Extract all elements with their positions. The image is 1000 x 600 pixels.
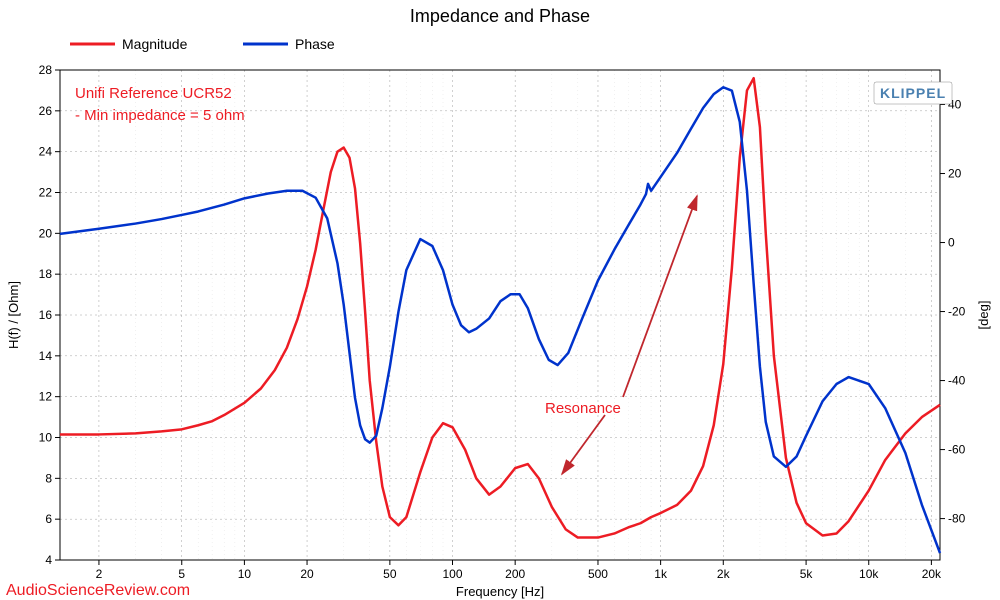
- legend-label-magnitude: Magnitude: [122, 36, 188, 52]
- y-right-axis-label: [deg]: [976, 301, 991, 330]
- brand-text: KLIPPEL: [880, 85, 946, 101]
- svg-text:28: 28: [39, 63, 53, 77]
- svg-text:10: 10: [39, 431, 53, 445]
- svg-text:1k: 1k: [654, 567, 668, 581]
- annotation-1: - Min impedance = 5 ohm: [75, 107, 245, 124]
- svg-text:14: 14: [39, 349, 53, 363]
- svg-text:200: 200: [505, 567, 525, 581]
- svg-text:5k: 5k: [800, 567, 814, 581]
- svg-text:2k: 2k: [717, 567, 731, 581]
- svg-text:4: 4: [45, 553, 52, 567]
- svg-text:22: 22: [39, 186, 53, 200]
- svg-text:50: 50: [383, 567, 397, 581]
- chart-title: Impedance and Phase: [410, 6, 590, 26]
- svg-text:20: 20: [300, 567, 314, 581]
- svg-text:2: 2: [96, 567, 103, 581]
- annotation-0: Unifi Reference UCR52: [75, 85, 232, 102]
- svg-text:20: 20: [948, 167, 962, 181]
- x-axis-label: Frequency [Hz]: [456, 584, 544, 599]
- chart-container: 251020501002005001k2k5k10k20k46810121416…: [0, 0, 1000, 600]
- svg-text:-20: -20: [948, 305, 966, 319]
- svg-text:0: 0: [948, 236, 955, 250]
- svg-text:20k: 20k: [922, 567, 942, 581]
- svg-text:-60: -60: [948, 443, 966, 457]
- svg-text:20: 20: [39, 226, 53, 240]
- svg-text:5: 5: [178, 567, 185, 581]
- svg-text:6: 6: [45, 512, 52, 526]
- svg-text:100: 100: [442, 567, 462, 581]
- y-left-axis-label: H(f) / [Ohm]: [6, 281, 21, 349]
- svg-text:10k: 10k: [859, 567, 879, 581]
- impedance-phase-chart: 251020501002005001k2k5k10k20k46810121416…: [0, 0, 1000, 600]
- svg-text:-40: -40: [948, 374, 966, 388]
- svg-text:-80: -80: [948, 512, 966, 526]
- svg-text:16: 16: [39, 308, 53, 322]
- legend-label-phase: Phase: [295, 36, 335, 52]
- svg-text:10: 10: [238, 567, 252, 581]
- annotation-2: Resonance: [545, 400, 621, 417]
- svg-text:18: 18: [39, 267, 53, 281]
- svg-text:24: 24: [39, 145, 53, 159]
- watermark: AudioScienceReview.com: [6, 582, 190, 599]
- svg-text:8: 8: [45, 471, 52, 485]
- svg-text:26: 26: [39, 104, 53, 118]
- svg-text:12: 12: [39, 390, 53, 404]
- svg-text:500: 500: [588, 567, 608, 581]
